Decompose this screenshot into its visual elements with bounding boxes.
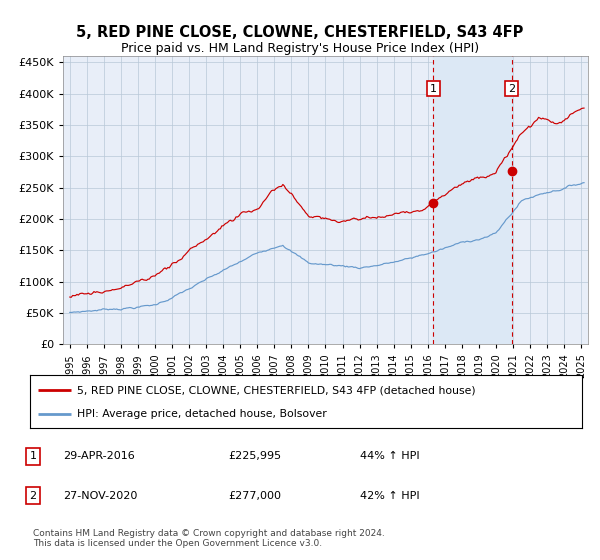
Text: 5, RED PINE CLOSE, CLOWNE, CHESTERFIELD, S43 4FP (detached house): 5, RED PINE CLOSE, CLOWNE, CHESTERFIELD,… bbox=[77, 385, 476, 395]
Text: 44% ↑ HPI: 44% ↑ HPI bbox=[360, 451, 419, 461]
Text: 5, RED PINE CLOSE, CLOWNE, CHESTERFIELD, S43 4FP: 5, RED PINE CLOSE, CLOWNE, CHESTERFIELD,… bbox=[76, 25, 524, 40]
Text: Contains HM Land Registry data © Crown copyright and database right 2024.
This d: Contains HM Land Registry data © Crown c… bbox=[33, 529, 385, 548]
Text: £225,995: £225,995 bbox=[228, 451, 281, 461]
Text: Price paid vs. HM Land Registry's House Price Index (HPI): Price paid vs. HM Land Registry's House … bbox=[121, 42, 479, 55]
Text: 2: 2 bbox=[508, 83, 515, 94]
Text: 2: 2 bbox=[29, 491, 37, 501]
Text: 42% ↑ HPI: 42% ↑ HPI bbox=[360, 491, 419, 501]
Text: 29-APR-2016: 29-APR-2016 bbox=[63, 451, 135, 461]
Text: HPI: Average price, detached house, Bolsover: HPI: Average price, detached house, Bols… bbox=[77, 408, 326, 418]
Text: £277,000: £277,000 bbox=[228, 491, 281, 501]
Text: 1: 1 bbox=[29, 451, 37, 461]
Bar bbox=[433, 56, 512, 344]
Text: 27-NOV-2020: 27-NOV-2020 bbox=[63, 491, 137, 501]
Text: 1: 1 bbox=[430, 83, 437, 94]
